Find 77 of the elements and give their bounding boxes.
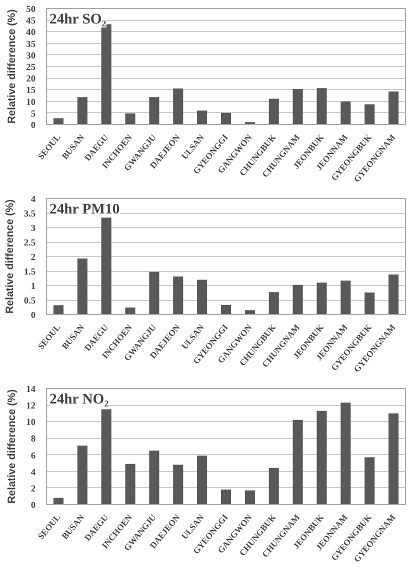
y-tick-label: 6 [30,451,36,462]
bar [388,413,399,504]
bar [364,292,375,314]
bar [388,92,399,124]
y-tick-label: 45 [26,16,36,27]
y-tick-label: 1 [30,282,36,292]
y-tick-label: 10 [26,418,36,428]
bar [173,464,184,504]
y-tick-label: 4 [30,468,36,478]
bar [77,97,88,124]
y-tick-label: 2.5 [24,238,36,248]
bar [316,282,327,314]
bar [173,88,184,124]
bar [340,402,351,504]
bar [340,280,351,314]
bar [101,409,112,504]
bar [197,110,208,124]
y-tick-label: 5 [30,109,36,120]
y-tick-label: 8 [30,434,36,445]
bar [173,276,184,314]
bar [292,284,303,314]
bar [316,88,327,124]
y-tick-label: 2 [30,484,36,494]
y-axis-title: Relative difference (%) [6,8,18,124]
chart-title: 24hr SO₂ [50,12,107,28]
bar [364,457,375,504]
bar [340,102,351,124]
y-tick-label: 0 [30,501,36,511]
bar [316,410,327,504]
y-tick-label: 20 [26,74,36,85]
y-tick-label: 0 [30,121,36,131]
bar [197,280,208,314]
bar [77,446,88,504]
y-tick-label: 14 [26,385,36,395]
chart-title: 24hr PM10 [50,202,120,218]
y-tick-label: 25 [26,63,36,73]
y-tick-label: 4 [30,195,36,205]
bar [388,274,399,314]
bar [292,89,303,124]
bar [220,112,232,124]
bar [125,113,136,124]
bar [220,304,232,314]
y-tick-label: 30 [26,51,36,62]
y-tick-label: 1.5 [24,268,36,278]
bar [268,98,279,124]
y-tick-label: 3 [30,224,36,234]
y-tick-label: 10 [26,98,36,108]
y-tick-label: 40 [26,28,36,38]
y-tick-label: 0.5 [24,296,36,306]
y-axis-title: Relative difference (%) [6,388,18,504]
bar [220,490,232,504]
bar [292,420,303,504]
bar [53,118,64,124]
bar [244,310,255,314]
bar [125,308,136,314]
y-tick-label: 12 [26,402,36,412]
bar [101,218,112,314]
bar [268,292,279,314]
bar [77,258,88,314]
bar [125,464,136,504]
y-axis-title: Relative difference (%) [4,198,16,314]
y-tick-label: 3.5 [24,210,36,220]
bar [364,104,375,124]
y-tick-label: 2 [30,253,36,263]
bar [149,97,160,124]
bar [197,456,208,504]
bar [149,272,160,314]
y-tick-label: 15 [26,86,36,96]
bar [149,450,160,504]
bar [244,490,255,504]
y-tick-label: 0 [30,311,36,321]
bar [53,305,64,314]
chart-title: 24hr NO₂ [50,392,110,408]
bar [268,468,279,504]
y-tick-label: 50 [26,5,36,15]
bar [53,498,64,504]
y-tick-label: 35 [26,40,36,50]
